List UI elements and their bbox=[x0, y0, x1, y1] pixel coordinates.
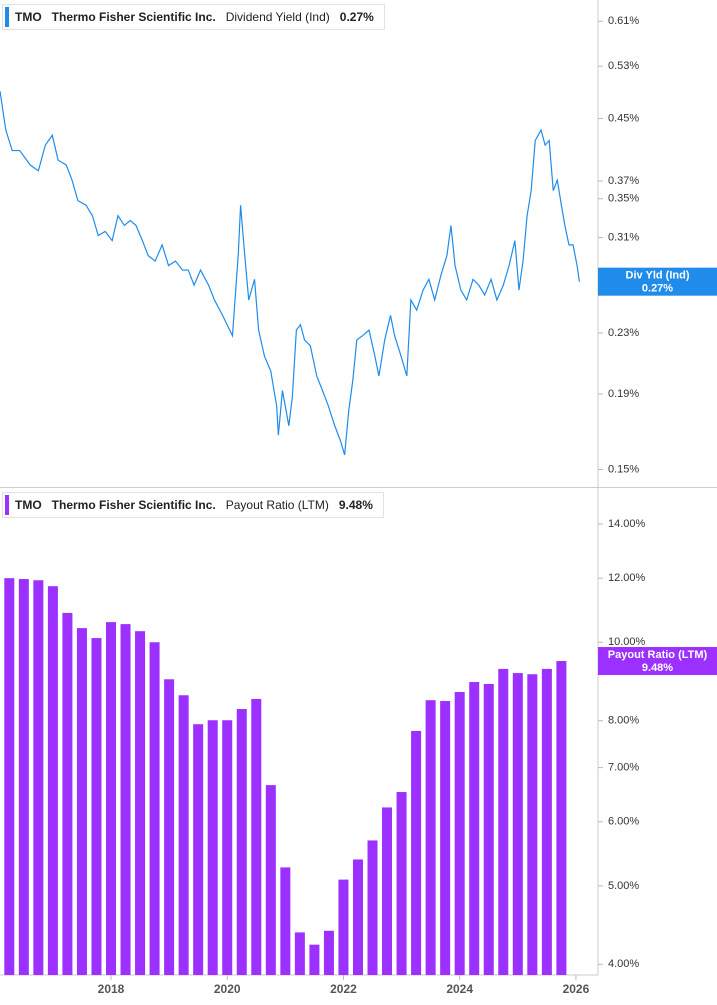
y-tick-label: 12.00% bbox=[608, 572, 646, 584]
bar bbox=[207, 720, 218, 975]
y-tick-label: 0.19% bbox=[608, 388, 639, 400]
bar bbox=[541, 668, 552, 975]
bar bbox=[527, 674, 538, 975]
ticker: TMO bbox=[15, 498, 42, 512]
bar bbox=[469, 682, 480, 975]
bar bbox=[4, 578, 15, 975]
legend-bottom: TMO Thermo Fisher Scientific Inc. Payout… bbox=[2, 492, 384, 518]
company: Thermo Fisher Scientific Inc. bbox=[51, 10, 216, 24]
bar bbox=[18, 579, 29, 975]
bar bbox=[498, 668, 509, 975]
bar bbox=[120, 624, 131, 975]
value-tag bbox=[598, 267, 717, 296]
bar bbox=[164, 679, 175, 975]
x-tick-label: 2018 bbox=[98, 982, 125, 996]
bar bbox=[440, 701, 451, 975]
bar bbox=[105, 622, 116, 975]
bar bbox=[135, 631, 146, 975]
metric-value: 9.48% bbox=[338, 498, 373, 512]
bar bbox=[396, 792, 407, 975]
y-tick-label: 0.35% bbox=[608, 193, 639, 205]
bar bbox=[323, 930, 334, 975]
y-tick-label: 0.23% bbox=[608, 327, 639, 339]
y-tick-label: 5.00% bbox=[608, 880, 639, 892]
legend-top: TMO Thermo Fisher Scientific Inc. Divide… bbox=[2, 4, 385, 30]
bar bbox=[512, 673, 523, 975]
y-tick-label: 4.00% bbox=[608, 958, 639, 970]
value-tag-name: Div Yld (Ind) bbox=[626, 270, 690, 282]
y-tick-label: 8.00% bbox=[608, 715, 639, 727]
value-tag-name: Payout Ratio (LTM) bbox=[608, 649, 708, 661]
y-tick-label: 6.00% bbox=[608, 816, 639, 828]
y-tick-label: 0.53% bbox=[608, 60, 639, 72]
bar bbox=[236, 709, 247, 975]
legend-swatch bbox=[5, 7, 9, 27]
metric: Payout Ratio (LTM) bbox=[225, 498, 329, 512]
bar bbox=[47, 586, 58, 975]
bar bbox=[222, 720, 233, 975]
bar bbox=[193, 724, 204, 975]
y-tick-label: 0.15% bbox=[608, 463, 639, 475]
bar bbox=[338, 879, 349, 975]
bar bbox=[91, 638, 102, 975]
bar bbox=[367, 840, 378, 975]
value-tag bbox=[598, 647, 717, 676]
value-tag-value: 9.48% bbox=[642, 662, 673, 674]
y-tick-label: 14.00% bbox=[608, 518, 646, 530]
bar bbox=[294, 932, 305, 975]
y-tick-label: 0.37% bbox=[608, 175, 639, 187]
bar bbox=[251, 698, 262, 975]
legend-swatch bbox=[5, 495, 9, 515]
company: Thermo Fisher Scientific Inc. bbox=[51, 498, 216, 512]
y-tick-label: 0.31% bbox=[608, 231, 639, 243]
bar bbox=[425, 700, 436, 975]
y-tick-label: 0.61% bbox=[608, 15, 639, 27]
bar bbox=[62, 612, 73, 975]
bar bbox=[309, 944, 320, 975]
bar bbox=[149, 642, 160, 975]
bar bbox=[454, 692, 465, 975]
x-tick-label: 2024 bbox=[446, 982, 473, 996]
ticker: TMO bbox=[15, 10, 42, 24]
bar bbox=[178, 695, 189, 975]
bar bbox=[352, 859, 363, 975]
value-tag-value: 0.27% bbox=[642, 283, 673, 295]
x-tick-label: 2026 bbox=[563, 982, 590, 996]
bar bbox=[556, 661, 567, 975]
metric: Dividend Yield (Ind) bbox=[225, 10, 330, 24]
bar bbox=[483, 684, 494, 975]
metric-value: 0.27% bbox=[339, 10, 374, 24]
bar bbox=[265, 785, 276, 975]
y-tick-label: 10.00% bbox=[608, 636, 646, 648]
bar bbox=[280, 867, 291, 975]
y-tick-label: 7.00% bbox=[608, 762, 639, 774]
line bbox=[0, 91, 580, 456]
x-tick-label: 2020 bbox=[214, 982, 241, 996]
bar bbox=[76, 628, 87, 975]
bar bbox=[33, 580, 44, 975]
x-tick-label: 2022 bbox=[330, 982, 357, 996]
bar bbox=[382, 807, 393, 975]
y-tick-label: 0.45% bbox=[608, 112, 639, 124]
bar bbox=[411, 730, 422, 975]
